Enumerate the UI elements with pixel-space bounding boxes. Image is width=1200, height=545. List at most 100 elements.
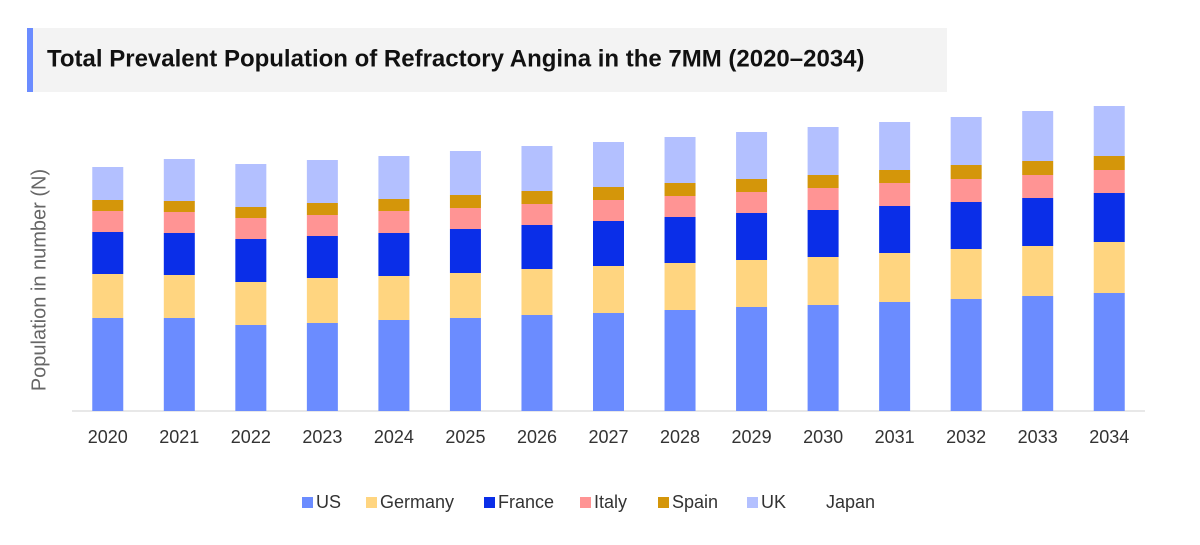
bar-segment	[593, 266, 624, 313]
legend-swatch	[812, 497, 823, 508]
bar-segment	[92, 232, 124, 274]
x-tick-label: 2033	[1018, 427, 1058, 447]
bar-segment	[736, 213, 768, 260]
x-tick-label: 2032	[946, 427, 986, 447]
bar-segment	[306, 203, 338, 215]
y-axis-label: Population in number (N)	[28, 169, 50, 391]
bar-segment	[449, 273, 481, 318]
x-tick-label: 2028	[660, 427, 700, 447]
bar-segment	[1093, 242, 1125, 293]
bar-segment	[521, 146, 553, 191]
bar-segment	[879, 206, 911, 253]
x-tick-label: 2022	[231, 427, 271, 447]
bar-segment	[1022, 175, 1054, 198]
bar-segment	[235, 282, 267, 325]
bar-segment	[807, 188, 839, 210]
bar-segment	[306, 160, 338, 203]
legend-swatch	[580, 497, 591, 508]
bar-segment	[1022, 111, 1054, 161]
legend-swatch	[366, 497, 377, 508]
title-accent	[27, 28, 33, 92]
bar-segment	[950, 117, 982, 165]
legend-label: Italy	[594, 492, 627, 512]
bar-segment	[92, 274, 124, 318]
bar-segment	[950, 249, 982, 299]
bar-segment	[1093, 170, 1125, 193]
x-tick-label: 2029	[732, 427, 772, 447]
bar-segment	[521, 269, 553, 315]
bar-segment	[163, 318, 195, 411]
chart-title: Total Prevalent Population of Refractory…	[47, 45, 865, 72]
bar-segment	[378, 211, 410, 233]
bar-segment	[163, 159, 195, 201]
bar-segment	[521, 225, 553, 269]
bar-segment	[378, 233, 410, 276]
bar-segment	[1093, 156, 1125, 170]
bar-segment	[1022, 198, 1054, 246]
bar-segment	[664, 196, 696, 217]
bar-segment	[664, 263, 696, 310]
bar-segment	[378, 156, 410, 199]
x-tick-label: 2030	[803, 427, 843, 447]
bar-segment	[807, 257, 839, 305]
bar-segment	[1022, 296, 1054, 411]
bar-segment	[378, 199, 410, 211]
bar-segment	[593, 187, 624, 200]
bar-segment	[163, 275, 195, 318]
bar-segment	[593, 142, 624, 187]
bar-segment	[879, 302, 911, 411]
bar-segment	[1022, 161, 1054, 175]
bar-segment	[449, 318, 481, 411]
bar-segment	[736, 260, 768, 307]
bar-segment	[306, 236, 338, 278]
legend-swatch	[658, 497, 669, 508]
bar-segment	[449, 229, 481, 273]
bar-segment	[92, 200, 124, 211]
bar-segment	[92, 211, 124, 232]
x-tick-label: 2025	[445, 427, 485, 447]
bar-segment	[807, 210, 839, 257]
bar-segment	[235, 164, 267, 207]
bar-segment	[593, 200, 624, 221]
bar-segment	[736, 132, 768, 179]
bar-segment	[521, 204, 553, 225]
bar-segment	[163, 212, 195, 233]
bar-segment	[1093, 193, 1125, 242]
bar-segment	[950, 202, 982, 249]
legend-swatch	[302, 497, 313, 508]
bar-segment	[449, 208, 481, 229]
bar-segment	[92, 318, 124, 411]
bar-segment	[163, 201, 195, 212]
bar-segment	[807, 127, 839, 175]
x-tick-label: 2021	[159, 427, 199, 447]
legend-label: UK	[761, 492, 786, 512]
bar-segment	[664, 137, 696, 183]
bar-segment	[593, 221, 624, 266]
x-tick-label: 2026	[517, 427, 557, 447]
bar-segment	[449, 151, 481, 195]
bar-segment	[306, 323, 338, 411]
bar-segment	[1093, 293, 1125, 411]
bar-segment	[378, 320, 410, 411]
bar-segment	[879, 170, 911, 183]
x-tick-label: 2023	[302, 427, 342, 447]
bar-segment	[449, 195, 481, 208]
title-box	[27, 28, 947, 92]
bar-segment	[950, 299, 982, 411]
x-tick-label: 2020	[88, 427, 128, 447]
bar-segment	[879, 183, 911, 206]
legend-label: Spain	[672, 492, 718, 512]
x-tick-label: 2024	[374, 427, 414, 447]
bar-segment	[950, 165, 982, 179]
bar-segment	[807, 175, 839, 188]
bar-segment	[807, 305, 839, 411]
legend-swatch	[747, 497, 758, 508]
bar-segment	[521, 191, 553, 204]
x-tick-label: 2027	[588, 427, 628, 447]
bar-segment	[235, 325, 267, 411]
bar-segment	[306, 278, 338, 323]
bar-segment	[1022, 246, 1054, 296]
bar-segment	[235, 218, 267, 239]
